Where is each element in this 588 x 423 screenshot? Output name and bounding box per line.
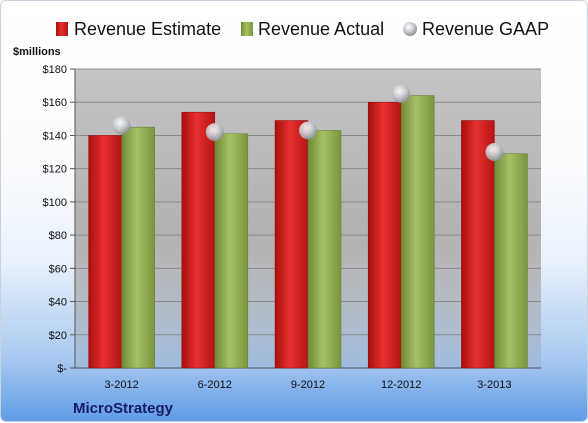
bar-revenue-estimate bbox=[274, 120, 309, 369]
legend-swatch-estimate bbox=[56, 22, 68, 36]
y-tick-label: $- bbox=[57, 363, 67, 375]
legend-swatch-actual bbox=[241, 22, 253, 36]
legend: Revenue Estimate Revenue Actual Revenue … bbox=[56, 19, 549, 39]
y-tick-label: $180 bbox=[43, 64, 67, 76]
y-tick-label: $100 bbox=[43, 197, 67, 209]
y-tick-label: $40 bbox=[49, 297, 67, 309]
point-revenue-gaap bbox=[205, 123, 224, 142]
bar-revenue-estimate bbox=[88, 135, 122, 369]
bar-revenue-actual bbox=[400, 95, 435, 369]
legend-label-gaap: Revenue GAAP bbox=[422, 19, 549, 39]
point-revenue-gaap bbox=[392, 84, 411, 103]
x-tick-label: 9-2012 bbox=[291, 379, 325, 391]
bar-revenue-actual bbox=[494, 153, 528, 369]
x-tick-label: 3-2013 bbox=[477, 379, 511, 391]
legend-swatch-gaap bbox=[403, 22, 417, 36]
point-revenue-gaap bbox=[299, 121, 317, 140]
y-tick-label: $60 bbox=[49, 263, 67, 275]
y-tick-label: $140 bbox=[43, 130, 67, 142]
bar-revenue-actual bbox=[307, 130, 342, 369]
y-tick-label: $160 bbox=[43, 97, 67, 109]
bar-revenue-actual bbox=[121, 126, 155, 369]
x-axis-ticks: 3-2012 6-2012 9-2012 12-2012 3-2013 bbox=[104, 379, 511, 391]
bar-revenue-estimate bbox=[181, 111, 216, 369]
x-tick-label: 3-2012 bbox=[104, 379, 138, 391]
y-tick-label: $80 bbox=[49, 230, 67, 242]
bar-revenue-estimate bbox=[461, 120, 495, 369]
bars-layer bbox=[88, 95, 528, 369]
bar-revenue-estimate bbox=[367, 101, 402, 369]
point-revenue-gaap bbox=[485, 143, 504, 162]
gaap-points-layer bbox=[112, 84, 504, 162]
company-label: MicroStrategy bbox=[73, 400, 174, 417]
bar-revenue-actual bbox=[214, 133, 249, 369]
x-tick-label: 6-2012 bbox=[198, 379, 232, 391]
legend-label-actual: Revenue Actual bbox=[258, 19, 384, 39]
x-tick-label: 12-2012 bbox=[381, 379, 421, 391]
legend-label-estimate: Revenue Estimate bbox=[74, 19, 221, 39]
point-revenue-gaap bbox=[112, 116, 131, 135]
y-axis-label: $millions bbox=[13, 46, 61, 58]
y-tick-label: $120 bbox=[43, 164, 67, 176]
y-tick-label: $20 bbox=[49, 330, 67, 342]
